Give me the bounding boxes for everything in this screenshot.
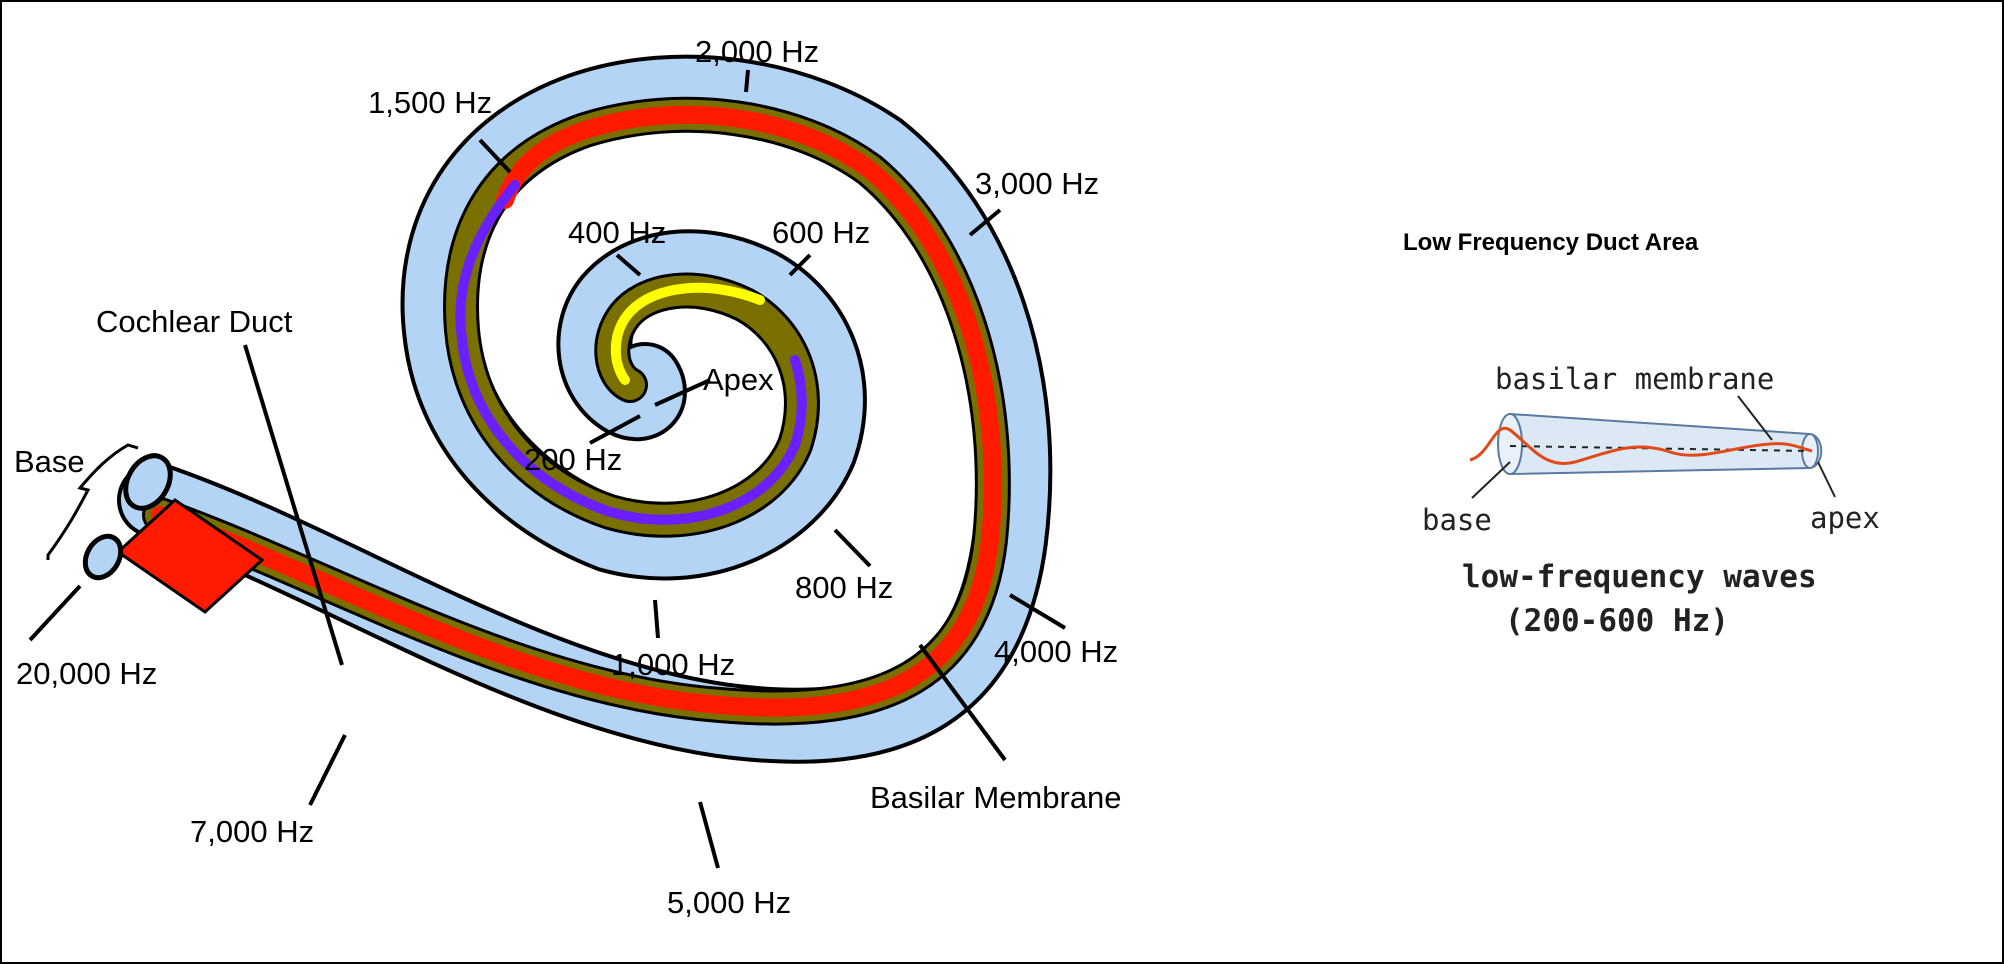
- inset-leader-basilar: [1737, 395, 1773, 441]
- inset-caption-line1: low-frequency waves: [1462, 559, 1817, 595]
- mid-frequency-region: [455, 180, 807, 525]
- leader-cochlear-duct: [243, 344, 344, 666]
- duct-fill: [121, 58, 1049, 760]
- leader-7000: [308, 734, 347, 806]
- leader-1500: [478, 138, 512, 174]
- inset-label-apex: apex: [1810, 501, 1880, 535]
- base-tubes: [82, 453, 265, 614]
- leader-200: [589, 414, 641, 445]
- membrane-band-outline: [142, 96, 1011, 726]
- inset-tube-base-end: [1497, 413, 1523, 475]
- low-frequency-inset: Low Frequency Duct Area basilar membrane…: [1403, 229, 1880, 639]
- leader-800: [833, 528, 872, 568]
- label-200-hz: 200 Hz: [524, 442, 622, 477]
- label-2000-hz: 2,000 Hz: [695, 34, 819, 69]
- frequency-labels: 2,000 Hz 1,500 Hz 3,000 Hz 400 Hz 600 Hz…: [14, 34, 1122, 920]
- label-base: Base: [14, 444, 85, 479]
- label-1000-hz: 1,000 Hz: [611, 647, 735, 682]
- base-brace: [46, 443, 139, 560]
- base-red-stripe: [115, 498, 265, 614]
- label-4000-hz: 4,000 Hz: [994, 634, 1118, 669]
- leader-5000: [698, 801, 720, 869]
- inset-wave: [1469, 426, 1813, 465]
- label-20000-hz: 20,000 Hz: [16, 656, 157, 691]
- leader-2000: [744, 69, 750, 93]
- membrane-band: [145, 99, 1008, 723]
- inset-caption-line2: (200-600 Hz): [1505, 603, 1729, 639]
- label-7000-hz: 7,000 Hz: [190, 814, 314, 849]
- leader-3000: [968, 208, 1002, 237]
- label-basilar-membrane: Basilar Membrane: [870, 780, 1122, 815]
- base-lower-tube-end: [82, 533, 124, 581]
- leader-400: [615, 253, 642, 277]
- low-frequency-region: [610, 282, 765, 385]
- leader-1000: [653, 599, 660, 639]
- inset-leader-base: [1471, 461, 1511, 499]
- leader-lines: [28, 69, 1067, 869]
- cochlea-spiral: [117, 54, 1053, 764]
- leader-apex: [654, 378, 711, 407]
- label-600-hz: 600 Hz: [772, 215, 870, 250]
- inset-label-base: base: [1422, 503, 1492, 537]
- label-1500-hz: 1,500 Hz: [368, 85, 492, 120]
- inset-title: Low Frequency Duct Area: [1403, 229, 1699, 256]
- label-3000-hz: 3,000 Hz: [975, 166, 1099, 201]
- label-cochlear-duct: Cochlear Duct: [96, 304, 293, 339]
- label-apex: Apex: [703, 362, 774, 397]
- leader-4000: [1008, 593, 1067, 630]
- inset-membrane-line: [1509, 445, 1811, 452]
- leader-20000: [28, 584, 82, 642]
- label-800-hz: 800 Hz: [795, 570, 893, 605]
- inset-label-basilar-membrane: basilar membrane: [1495, 362, 1774, 396]
- inset-leader-apex: [1817, 461, 1836, 498]
- high-frequency-region: [151, 105, 1002, 717]
- label-5000-hz: 5,000 Hz: [667, 885, 791, 920]
- leader-basilar-membrane: [918, 643, 1007, 762]
- base-upper-tube-end: [123, 453, 173, 511]
- leader-600: [788, 253, 812, 277]
- label-400-hz: 400 Hz: [568, 215, 666, 250]
